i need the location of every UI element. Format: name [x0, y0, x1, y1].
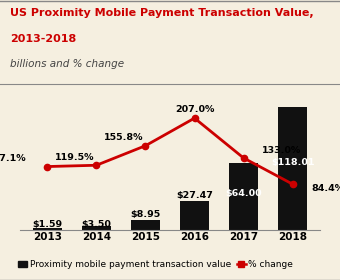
- Text: 133.0%: 133.0%: [262, 146, 302, 155]
- Text: 155.8%: 155.8%: [103, 134, 143, 143]
- Bar: [180, 201, 209, 230]
- Bar: [229, 163, 258, 230]
- Bar: [82, 226, 111, 230]
- Text: $8.95: $8.95: [130, 210, 160, 219]
- Bar: [33, 228, 62, 230]
- Text: $1.59: $1.59: [32, 220, 63, 228]
- Text: $64.00: $64.00: [225, 189, 262, 198]
- Legend: Proximity mobile payment transaction value, % change: Proximity mobile payment transaction val…: [15, 256, 297, 273]
- Bar: [278, 107, 307, 230]
- Text: 119.5%: 119.5%: [54, 153, 94, 162]
- Text: 84.4%: 84.4%: [311, 184, 340, 193]
- Text: $118.01: $118.01: [271, 158, 314, 167]
- Text: $27.47: $27.47: [176, 191, 213, 200]
- Text: US Proximity Mobile Payment Transaction Value,: US Proximity Mobile Payment Transaction …: [10, 8, 314, 18]
- Text: billions and % change: billions and % change: [10, 59, 124, 69]
- Bar: [131, 220, 160, 230]
- Text: 207.0%: 207.0%: [175, 105, 214, 114]
- Text: 117.1%: 117.1%: [0, 154, 27, 163]
- Text: $3.50: $3.50: [82, 220, 112, 228]
- Text: 2013-2018: 2013-2018: [10, 34, 76, 44]
